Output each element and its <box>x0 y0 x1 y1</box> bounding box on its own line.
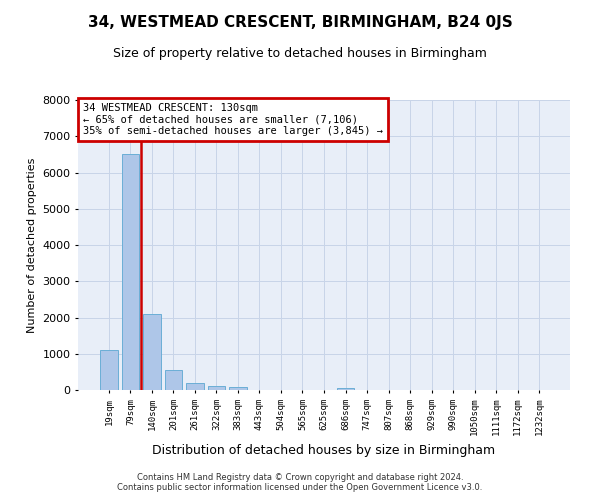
Bar <box>337 388 354 390</box>
Text: Contains public sector information licensed under the Open Government Licence v3: Contains public sector information licen… <box>118 482 482 492</box>
Bar <box>143 314 161 390</box>
X-axis label: Distribution of detached houses by size in Birmingham: Distribution of detached houses by size … <box>152 444 496 456</box>
Text: 34 WESTMEAD CRESCENT: 130sqm
← 65% of detached houses are smaller (7,106)
35% of: 34 WESTMEAD CRESCENT: 130sqm ← 65% of de… <box>83 103 383 136</box>
Bar <box>165 370 182 390</box>
Bar <box>122 154 139 390</box>
Text: Size of property relative to detached houses in Birmingham: Size of property relative to detached ho… <box>113 48 487 60</box>
Bar <box>100 350 118 390</box>
Bar <box>208 386 225 390</box>
Bar <box>187 383 203 390</box>
Text: Contains HM Land Registry data © Crown copyright and database right 2024.: Contains HM Land Registry data © Crown c… <box>137 472 463 482</box>
Y-axis label: Number of detached properties: Number of detached properties <box>26 158 37 332</box>
Bar <box>229 388 247 390</box>
Text: 34, WESTMEAD CRESCENT, BIRMINGHAM, B24 0JS: 34, WESTMEAD CRESCENT, BIRMINGHAM, B24 0… <box>88 15 512 30</box>
